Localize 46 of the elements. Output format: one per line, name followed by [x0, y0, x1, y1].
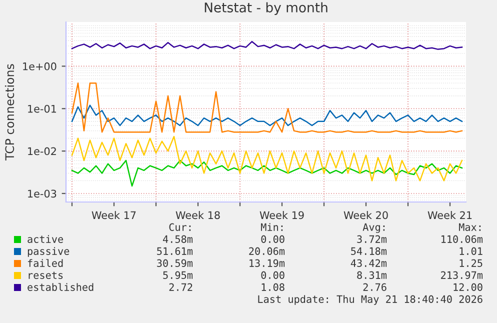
y-axis-title: TCP connections: [4, 64, 14, 160]
legend-label: active: [28, 235, 64, 243]
legend-label: established: [28, 283, 94, 291]
text: 54.18m: [351, 247, 387, 255]
text: Min:: [261, 223, 283, 231]
y-tick-label: 1e-03: [28, 190, 56, 198]
text: 0.00: [261, 271, 284, 279]
y-tick-label: 1e-02: [28, 147, 56, 156]
y-tick-label: 1e-01: [28, 104, 56, 113]
text: 43.42m: [350, 259, 387, 267]
text: 20.06m: [249, 247, 285, 255]
line-series: [71, 160, 463, 187]
text: 1.08: [262, 283, 284, 291]
text: 110.06m: [441, 235, 483, 243]
line-series: [71, 40, 463, 50]
text: 12.00: [454, 283, 482, 291]
text: 1.25: [460, 259, 482, 267]
legend-label: passive: [28, 247, 70, 257]
x-tick-label: Week 17: [92, 211, 136, 220]
text: 0.00: [261, 235, 284, 243]
x-tick-label: Week 21: [428, 211, 472, 220]
line-series: [71, 104, 463, 126]
text: 2.72: [169, 283, 192, 291]
text: Last update: Thu May 21 18:40:40 2026: [258, 295, 482, 305]
line-series: [71, 136, 463, 182]
text: 4.58m: [162, 235, 193, 243]
legend-label: resets: [28, 272, 63, 279]
x-tick-label: Week 19: [260, 211, 304, 220]
text: Avg:: [362, 223, 385, 233]
text: 30.59m: [157, 259, 193, 267]
text: 51.61m: [157, 247, 193, 255]
chart-title: Netstat - by month: [204, 2, 328, 16]
text: Cur:: [169, 223, 191, 231]
text: 2.76: [363, 283, 386, 291]
legend-label: failed: [28, 259, 63, 267]
text: 1.01: [460, 247, 482, 255]
text: 3.72m: [357, 235, 387, 243]
text: 8.31m: [357, 271, 387, 279]
y-tick-label: 1e+00: [23, 62, 56, 70]
text: 13.19m: [250, 259, 285, 267]
x-tick-label: Week 20: [344, 211, 388, 220]
text: Max:: [459, 223, 481, 231]
text: 5.95m: [163, 271, 193, 279]
x-tick-label: Week 18: [176, 211, 220, 220]
text: 213.97m: [441, 271, 483, 279]
line-series: [71, 82, 463, 133]
